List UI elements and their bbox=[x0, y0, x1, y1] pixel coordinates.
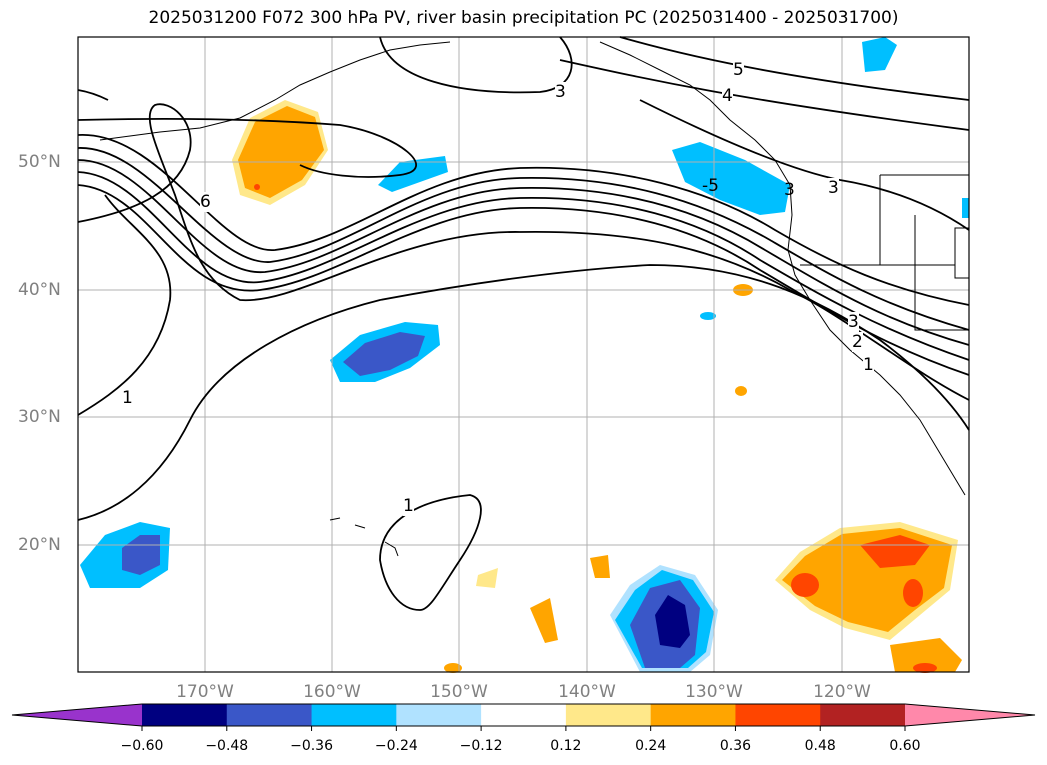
colorbar-extend-low bbox=[12, 704, 142, 726]
colorbar-tick-label: 0.24 bbox=[635, 738, 667, 754]
colorbar-segment bbox=[820, 704, 906, 726]
lat-label: 40°N bbox=[18, 280, 61, 300]
map-frame bbox=[77, 36, 970, 673]
colorbar-tick-label: −0.24 bbox=[374, 738, 418, 754]
graticule bbox=[78, 37, 969, 672]
contour-label: 3 bbox=[784, 180, 795, 200]
map-title: 2025031200 F072 300 hPa PV, river basin … bbox=[148, 8, 899, 28]
lon-label: 120°W bbox=[813, 682, 871, 702]
lat-label: 20°N bbox=[18, 535, 61, 555]
colorbar-tick-label: −0.48 bbox=[205, 738, 249, 754]
contour-label: 3 bbox=[848, 312, 859, 332]
colorbar-tick-label: 0.36 bbox=[719, 738, 752, 754]
contour-label: 3 bbox=[555, 82, 566, 102]
lon-label: 130°W bbox=[685, 682, 743, 702]
colorbar-segment bbox=[650, 704, 736, 726]
precip-positive-shading bbox=[232, 100, 962, 673]
contour-label: 6 bbox=[200, 192, 211, 212]
pv-contours bbox=[77, 36, 970, 611]
contour-label: 1 bbox=[122, 388, 133, 408]
colorbar-tick-label: −0.60 bbox=[120, 738, 164, 754]
colorbar-segment bbox=[311, 704, 397, 726]
colorbar-segment bbox=[735, 704, 821, 726]
lat-label: 30°N bbox=[18, 407, 61, 427]
colorbar-tick-label: 0.60 bbox=[889, 738, 921, 754]
colorbar-segment bbox=[142, 704, 228, 726]
contour-label: -5 bbox=[702, 176, 719, 196]
colorbar-segment bbox=[481, 704, 567, 726]
lon-label: 140°W bbox=[558, 682, 616, 702]
contour-label: 3 bbox=[828, 178, 839, 198]
lon-label: 170°W bbox=[176, 682, 234, 702]
lat-label: 50°N bbox=[18, 152, 61, 172]
colorbar-extend-high bbox=[905, 704, 1035, 726]
precip-negative-shading bbox=[80, 37, 969, 672]
colorbar-tick-label: 0.48 bbox=[804, 738, 836, 754]
contour-label: 1 bbox=[863, 355, 874, 375]
contour-label: 5 bbox=[733, 60, 744, 80]
lon-label: 150°W bbox=[430, 682, 488, 702]
contour-label: 1 bbox=[403, 496, 414, 516]
colorbar-tick-label: 0.12 bbox=[550, 738, 582, 754]
lon-label: 160°W bbox=[303, 682, 361, 702]
contour-label: 2 bbox=[852, 332, 863, 352]
colorbar-segment bbox=[565, 704, 652, 726]
contour-label: 4 bbox=[722, 86, 733, 106]
colorbar bbox=[11, 703, 1036, 731]
colorbar-segment bbox=[396, 704, 482, 726]
colorbar-tick-label: −0.36 bbox=[290, 738, 333, 754]
colorbar-segment bbox=[226, 704, 313, 726]
colorbar-tick-label: −0.12 bbox=[459, 738, 503, 754]
